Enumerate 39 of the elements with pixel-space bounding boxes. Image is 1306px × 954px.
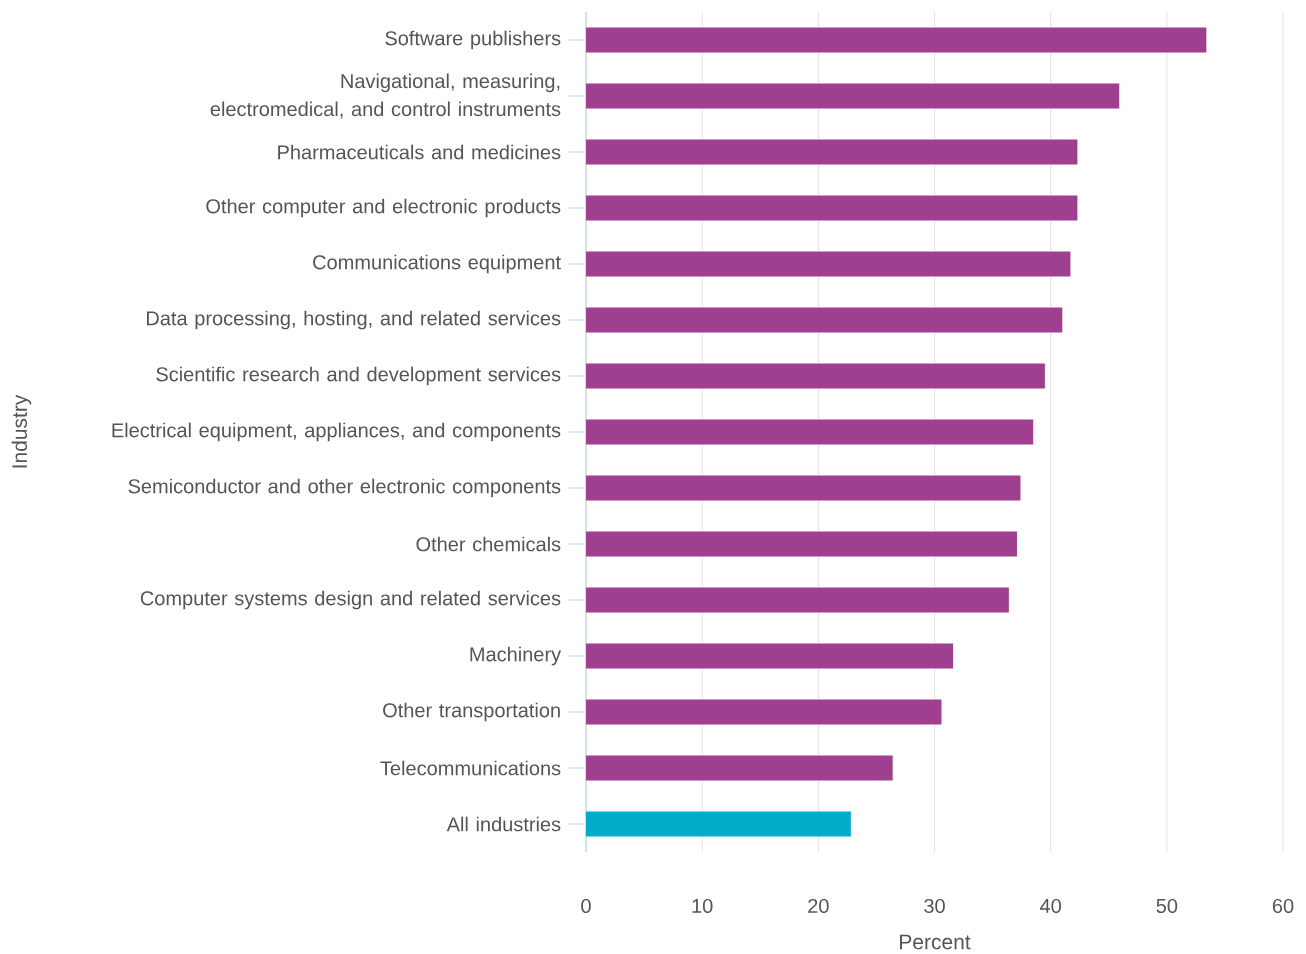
y-tick-label: Semiconductor and other electronic components xyxy=(128,478,561,498)
x-tick-label: 0 xyxy=(581,898,591,914)
bar xyxy=(586,83,1120,109)
bar xyxy=(586,139,1078,165)
bar xyxy=(586,531,1017,557)
bar xyxy=(586,587,1009,613)
bar xyxy=(586,307,1063,333)
bar xyxy=(586,251,1071,277)
bar xyxy=(586,699,942,725)
y-tick-label: Electrical equipment, appliances, and components xyxy=(112,422,561,442)
bar xyxy=(586,643,954,669)
y-tick-label: Telecommunications xyxy=(380,760,561,776)
bar xyxy=(586,419,1034,445)
x-axis-title: Percent xyxy=(900,934,971,950)
y-tick-label: Scientific research and development services xyxy=(156,366,561,386)
y-tick-label: Pharmaceuticals and medicines xyxy=(278,144,561,160)
x-tick-label: 30 xyxy=(924,898,945,914)
y-tick-label: Navigational, measuring, electromedical, and control instruments xyxy=(210,73,561,119)
bar xyxy=(586,363,1045,389)
x-tick-label: 60 xyxy=(1272,898,1294,914)
bar xyxy=(586,755,893,781)
y-tick-label: Data processing, hosting, and related services xyxy=(146,310,561,330)
y-tick-label: Other computer and electronic products xyxy=(206,198,561,218)
y-tick-label: All industries xyxy=(446,816,561,832)
x-tick-label: 10 xyxy=(692,898,713,914)
bar xyxy=(586,27,1207,53)
x-tick-label: 50 xyxy=(1156,898,1178,914)
y-axis-title: Industry xyxy=(11,394,32,468)
bar xyxy=(586,195,1078,221)
y-tick-label: Other chemicals xyxy=(416,536,561,552)
bar xyxy=(586,475,1021,501)
y-tick-label: Software publishers xyxy=(385,30,561,50)
y-tick-label: Other transportation xyxy=(383,702,560,722)
y-tick-label: Machinery xyxy=(470,646,562,666)
y-tick-label: Communications equipment xyxy=(313,254,561,274)
x-tick-label: 40 xyxy=(1040,898,1062,914)
bar xyxy=(586,811,851,837)
y-tick-label: Computer systems design and related services xyxy=(140,590,561,610)
x-tick-label: 20 xyxy=(808,898,829,914)
